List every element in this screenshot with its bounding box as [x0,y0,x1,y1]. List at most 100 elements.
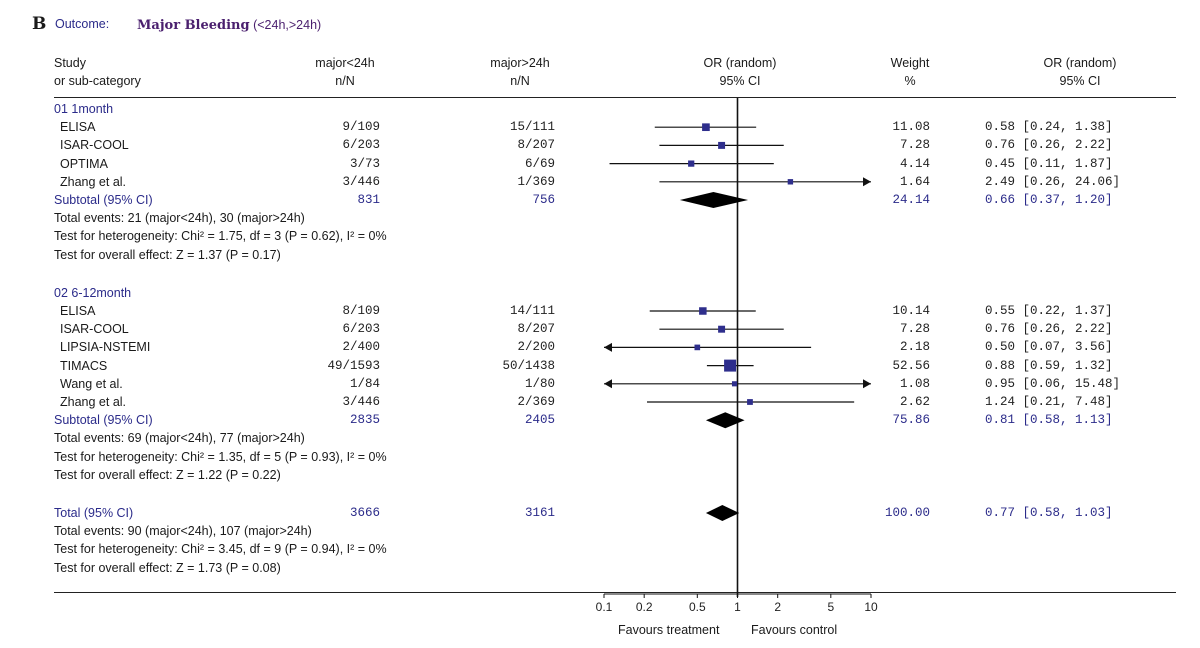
control-value: 2405 [524,413,555,428]
subtotal-diamond [679,192,749,208]
or-ci-value: 0.45 [0.11, 1.87] [985,156,1113,171]
header-study: Study or sub-category [54,54,141,90]
header-treatment: major<24h n/N [300,54,390,90]
header-control: major>24h n/N [475,54,565,90]
group-label: 02 6-12month [54,285,132,300]
treatment-value: 831 [357,193,380,207]
header-plot-line2: 95% CI [719,74,761,88]
or-ci-value: 0.58 [0.24, 1.38] [985,120,1113,135]
study-marker [724,359,737,372]
treatment-value: 6/203 [342,322,380,337]
control-value: 1/80 [524,376,555,391]
study-name: LIPSIA-NSTEMI [60,340,151,355]
study-marker [694,344,701,351]
panel-letter: B [32,14,47,34]
weight-value: 100.00 [884,506,930,520]
study-name: ISAR-COOL [60,138,129,153]
x-tick-label: 1 [734,600,741,614]
study-name: Zhang et al. [60,174,127,189]
control-value: 2/369 [517,395,555,409]
x-tick-label: 10 [864,600,878,614]
treatment-value: 2/400 [342,340,380,355]
ci-arrow-right [863,379,871,389]
or-ci-value: 0.66 [0.37, 1.20] [985,193,1113,207]
header-weight: Weight % [870,54,950,90]
study-name: ELISA [60,304,96,318]
control-value: 1/369 [517,174,555,189]
or-ci-value: 1.24 [0.21, 7.48] [985,395,1113,409]
header-control-line2: n/N [510,74,530,88]
x-tick-label: 0.5 [689,600,706,614]
header-rule [54,97,1176,98]
stat-note: Test for overall effect: Z = 1.73 (P = 0… [54,560,281,575]
header-plot: OR (random) 95% CI [680,54,800,90]
x-tick-label: 2 [774,600,781,614]
study-marker [718,141,726,149]
footer-rule [54,592,1176,593]
x-tick-label: 5 [827,600,834,614]
header-plot-line1: OR (random) [703,56,777,70]
control-value: 8/207 [517,322,555,337]
subtotal-label: Subtotal (95% CI) [54,413,153,428]
or-ci-value: 0.76 [0.26, 2.22] [985,138,1113,153]
header-weight-line2: % [904,74,916,88]
treatment-value: 6/203 [342,138,380,153]
or-ci-value: 0.88 [0.59, 1.32] [985,358,1113,373]
study-marker [688,160,695,167]
weight-value: 10.14 [892,304,930,318]
treatment-value: 3666 [349,506,380,520]
subtotal-diamond [705,412,745,429]
total-diamond [705,505,740,521]
header-or-line1: OR (random) [1043,56,1117,70]
weight-value: 2.62 [899,395,930,409]
stat-note: Test for overall effect: Z = 1.37 (P = 0… [54,247,281,262]
study-marker [731,381,738,387]
study-marker [747,399,753,405]
control-value: 8/207 [517,138,555,153]
or-ci-value: 0.50 [0.07, 3.56] [985,340,1113,355]
header-control-line1: major>24h [490,56,550,70]
stat-note: Test for heterogeneity: Chi² = 1.35, df … [54,449,387,464]
study-name: ELISA [60,120,96,135]
study-name: OPTIMA [60,156,108,171]
control-value: 756 [532,193,555,207]
study-marker [699,307,707,315]
or-ci-value: 2.49 [0.26, 24.06] [985,174,1121,189]
control-value: 6/69 [524,156,555,171]
ci-arrow-right [863,177,871,187]
treatment-value: 3/446 [342,395,380,409]
or-ci-value: 0.81 [0.58, 1.13] [985,413,1113,428]
weight-value: 7.28 [899,138,930,153]
favours-right-label: Favours control [751,623,838,637]
header-or-line2: 95% CI [1059,74,1101,88]
or-ci-value: 0.55 [0.22, 1.37] [985,304,1113,318]
weight-value: 11.08 [892,120,930,135]
stat-note: Test for heterogeneity: Chi² = 3.45, df … [54,542,387,557]
control-value: 50/1438 [502,358,555,373]
weight-value: 75.86 [892,413,930,428]
ci-arrow-left [604,379,612,389]
header-or: OR (random) 95% CI [1020,54,1140,90]
stat-note: Total events: 21 (major<24h), 30 (major>… [54,211,305,226]
weight-value: 1.64 [899,174,930,189]
header-study-line2: or sub-category [54,74,141,88]
or-ci-value: 0.76 [0.26, 2.22] [985,322,1113,337]
stat-note: Total events: 69 (major<24h), 77 (major>… [54,431,305,446]
group-label: 01 1month [54,102,114,116]
weight-value: 4.14 [899,156,930,171]
study-name: TIMACS [60,358,108,373]
study-marker [718,325,726,333]
x-tick-label: 0.2 [636,600,653,614]
header-weight-line1: Weight [890,56,930,70]
treatment-value: 9/109 [342,120,380,135]
treatment-value: 3/73 [349,156,380,171]
study-marker [702,123,710,132]
outcome-title: Major Bleeding (<24h,>24h) [137,16,321,34]
control-value: 3161 [524,506,555,520]
outcome-name: Major Bleeding [137,18,250,33]
outcome-label: Outcome: [55,17,110,31]
study-name: ISAR-COOL [60,322,129,337]
control-value: 2/200 [517,340,555,355]
study-name: Zhang et al. [60,395,127,409]
control-value: 15/111 [509,120,555,135]
